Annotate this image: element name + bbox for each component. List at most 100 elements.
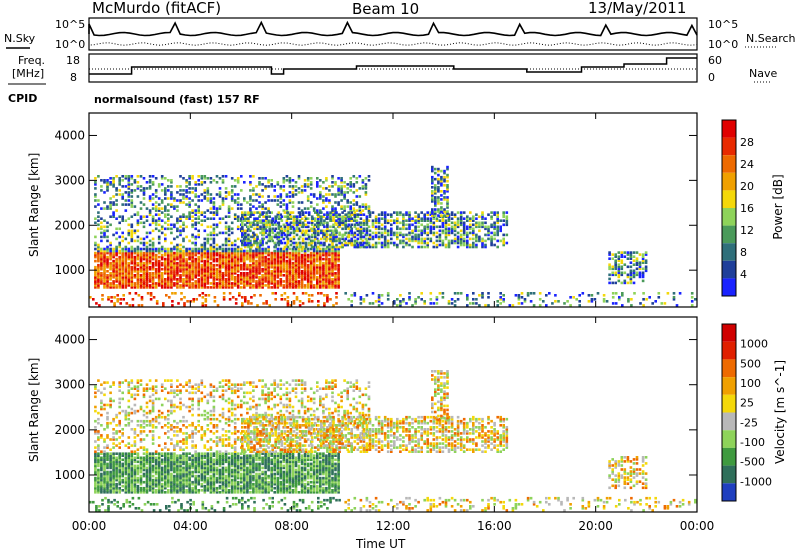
echo-cell xyxy=(151,282,155,285)
echo-cell xyxy=(322,187,325,190)
echo-cell xyxy=(414,211,417,214)
echo-cell xyxy=(241,241,244,245)
echo-cell xyxy=(188,211,191,214)
echo-cell xyxy=(197,478,200,482)
echo-cell xyxy=(151,261,155,265)
echo-cell xyxy=(270,183,273,186)
echo-cell xyxy=(94,468,97,472)
echo-cell xyxy=(331,286,334,289)
echo-cell xyxy=(130,229,134,233)
echo-cell xyxy=(236,276,240,279)
echo-cell xyxy=(157,470,161,474)
echo-cell xyxy=(142,472,146,476)
echo-cell xyxy=(334,272,337,275)
echo-cell xyxy=(167,284,170,287)
echo-cell xyxy=(259,241,262,245)
echo-cell xyxy=(252,261,255,265)
echo-cell xyxy=(456,221,460,225)
echo-cell xyxy=(112,470,115,474)
echo-cell xyxy=(273,282,276,285)
echo-cell xyxy=(185,270,188,273)
echo-cell xyxy=(300,265,304,269)
echo-cell xyxy=(291,185,295,188)
echo-cell xyxy=(170,261,173,265)
echo-cell xyxy=(320,219,323,222)
echo-cell xyxy=(411,223,414,227)
echo-cell xyxy=(271,227,274,231)
echo-cell xyxy=(103,456,106,460)
echo-cell xyxy=(340,187,343,190)
echo-cell xyxy=(386,245,390,249)
echo-cell xyxy=(300,286,304,289)
echo-cell xyxy=(209,233,213,237)
echo-cell xyxy=(183,296,186,299)
echo-cell xyxy=(307,211,311,214)
echo-cell xyxy=(103,482,106,486)
echo-cell xyxy=(176,221,179,225)
echo-cell xyxy=(593,298,597,301)
echo-cell xyxy=(154,482,158,486)
echo-cell xyxy=(221,255,225,259)
echo-cell xyxy=(194,209,197,212)
echo-cell xyxy=(276,286,280,289)
echo-cell xyxy=(690,292,694,295)
echo-cell xyxy=(283,292,287,295)
echo-cell xyxy=(300,247,304,251)
echo-cell xyxy=(306,276,310,279)
echo-cell xyxy=(286,300,290,303)
echo-cell xyxy=(440,198,443,201)
echo-cell xyxy=(639,302,642,305)
echo-cell xyxy=(411,237,414,241)
echo-cell xyxy=(359,233,363,237)
echo-cell xyxy=(641,253,645,256)
echo-cell xyxy=(236,215,240,218)
echo-cell xyxy=(109,284,112,287)
echo-cell xyxy=(545,304,548,307)
echo-cell xyxy=(261,239,264,243)
echo-cell xyxy=(236,219,240,222)
echo-cell xyxy=(170,484,173,488)
echo-cell xyxy=(349,225,352,229)
echo-cell xyxy=(142,270,146,273)
echo-cell xyxy=(145,187,149,190)
echo-cell xyxy=(154,286,158,289)
echo-cell xyxy=(97,460,100,464)
echo-cell xyxy=(350,223,353,227)
echo-cell xyxy=(672,292,676,295)
echo-cell xyxy=(332,213,335,216)
echo-cell xyxy=(106,265,109,269)
echo-cell xyxy=(101,298,104,301)
echo-cell xyxy=(230,197,234,200)
echo-cell xyxy=(97,464,100,468)
echo-cell xyxy=(167,452,170,455)
echo-cell xyxy=(271,292,274,295)
echo-cell xyxy=(294,267,298,271)
echo-cell xyxy=(154,191,158,194)
echo-cell xyxy=(261,251,264,255)
echo-cell xyxy=(183,302,186,305)
echo-cell xyxy=(197,460,200,464)
echo-cell xyxy=(203,286,207,289)
echo-cell xyxy=(109,474,112,478)
echo-cell xyxy=(109,241,112,245)
echo-cell xyxy=(185,257,188,261)
echo-cell xyxy=(441,243,445,247)
echo-cell xyxy=(255,255,258,259)
echo-cell xyxy=(319,267,322,271)
echo-cell xyxy=(115,263,118,267)
echo-cell xyxy=(434,210,437,213)
echo-cell xyxy=(312,195,316,198)
echo-cell xyxy=(188,464,191,468)
echo-cell xyxy=(133,181,137,184)
echo-cell xyxy=(115,460,118,464)
echo-cell xyxy=(316,272,319,275)
echo-cell xyxy=(288,270,292,273)
echo-cell xyxy=(393,300,396,303)
echo-cell xyxy=(103,458,106,462)
echo-cell xyxy=(417,245,420,249)
echo-cell xyxy=(127,472,131,476)
echo-cell xyxy=(142,237,146,241)
echo-cell xyxy=(256,235,259,239)
echo-cell xyxy=(215,253,219,257)
echo-cell xyxy=(142,191,146,194)
